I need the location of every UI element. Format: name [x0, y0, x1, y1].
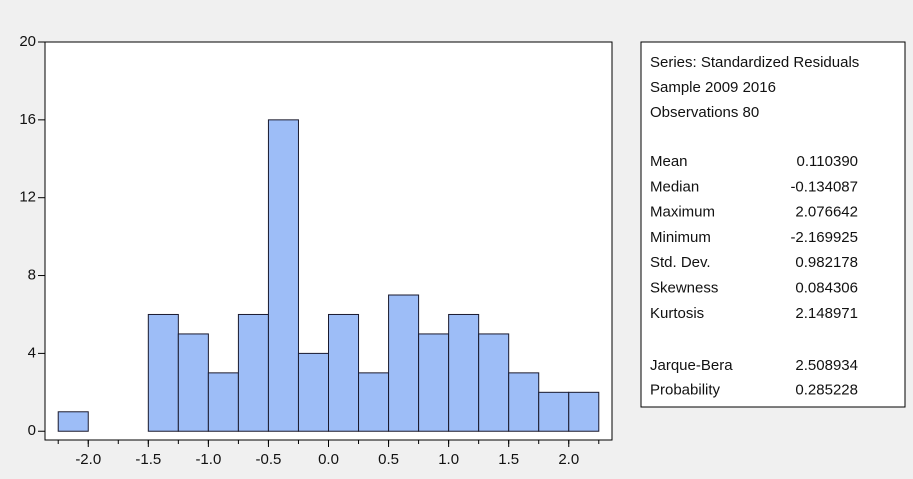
x-tick-label: 1.0: [438, 451, 459, 468]
stats-value: 0.982178: [795, 254, 858, 271]
stats-value: 0.084306: [795, 279, 858, 296]
bar: [147, 313, 179, 432]
stats-header: Series: Standardized Residuals: [650, 54, 859, 71]
y-tick-label: 8: [28, 267, 36, 284]
bar: [388, 294, 420, 432]
stats-value: 2.076642: [795, 204, 858, 221]
bar: [297, 352, 330, 432]
stats-label: Skewness: [650, 279, 718, 296]
bar: [478, 333, 510, 432]
bar: [508, 372, 540, 432]
bar: [568, 391, 600, 432]
bar: [267, 119, 299, 432]
bar: [538, 391, 570, 432]
stats-label: Jarque-Bera: [650, 357, 733, 374]
x-tick-label: -1.0: [195, 451, 221, 468]
bar: [237, 313, 269, 432]
bar: [177, 333, 209, 432]
x-tick-label: -0.5: [256, 451, 282, 468]
stats-box: [640, 41, 906, 408]
stats-label: Minimum: [650, 229, 711, 246]
y-tick-label: 0: [28, 422, 36, 439]
stats-label: Maximum: [650, 204, 715, 221]
stats-label: Kurtosis: [650, 305, 704, 322]
x-tick-label: 2.0: [558, 451, 579, 468]
stats-header: Sample 2009 2016: [650, 79, 776, 96]
bar: [418, 333, 450, 432]
x-tick-label: -2.0: [75, 451, 101, 468]
stats-value: -2.169925: [790, 229, 858, 246]
stats-value: 0.285228: [795, 381, 858, 398]
x-tick-label: 0.5: [378, 451, 399, 468]
y-tick-label: 4: [28, 344, 36, 361]
y-tick-label: 12: [19, 189, 36, 206]
y-tick-label: 16: [19, 111, 36, 128]
stats-label: Median: [650, 178, 699, 195]
stats-value: 0.110390: [797, 153, 858, 170]
x-tick-label: -1.5: [135, 451, 161, 468]
bar: [57, 411, 89, 432]
stats-value: 2.508934: [795, 357, 858, 374]
y-tick-label: 20: [19, 33, 36, 50]
stats-value: 2.148971: [795, 305, 858, 322]
stats-label: Probability: [650, 381, 721, 398]
bar: [448, 313, 480, 432]
stats-value: -0.134087: [790, 178, 858, 195]
stats-label: Std. Dev.: [650, 254, 711, 271]
bar: [207, 372, 239, 432]
stats-label: Mean: [650, 153, 688, 170]
x-tick-label: 0.0: [318, 451, 339, 468]
bar: [358, 372, 390, 432]
x-tick-label: 1.5: [498, 451, 519, 468]
bar: [328, 313, 360, 432]
stats-header: Observations 80: [650, 104, 759, 121]
